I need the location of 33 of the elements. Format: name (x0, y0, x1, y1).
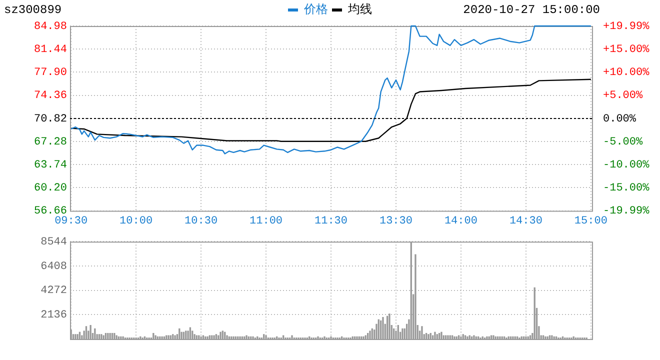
y-tick-label: 2136 (40, 310, 67, 322)
y-tick-label: 70.82 (34, 113, 67, 126)
y-tick-label: 63.74 (34, 160, 68, 172)
chart-subtitle: 2020-10-27 15:00:00 (463, 3, 600, 17)
y-tick-label: 84.98 (34, 20, 67, 33)
y-tick-label: 74.36 (34, 90, 67, 102)
legend-label: 价格 (303, 2, 328, 16)
x-tick-label: 14:00 (444, 215, 478, 228)
y-tick-label: 60.20 (34, 182, 67, 195)
y2-tick-label: +5.00% (603, 90, 644, 102)
x-tick-label: 15:00 (574, 215, 608, 228)
legend-label: 均线 (347, 2, 372, 16)
chart-title: sz300899 (4, 3, 62, 17)
y-tick-label: 8544 (40, 236, 68, 249)
y2-tick-label: +10.00% (603, 67, 650, 80)
y2-tick-label: -10.00% (603, 160, 650, 172)
x-tick-label: 09:30 (54, 215, 88, 228)
y-tick-label: 67.28 (34, 136, 67, 148)
x-tick-label: 10:30 (184, 215, 218, 228)
x-tick-label: 13:30 (379, 215, 412, 228)
y-tick-label: 4272 (40, 285, 67, 298)
x-tick-label: 11:30 (314, 215, 348, 228)
y2-tick-label: +15.00% (603, 44, 650, 56)
y2-tick-label: 0.00% (603, 113, 636, 126)
y-tick-label: 6408 (40, 260, 67, 273)
y-tick-label: 81.44 (34, 44, 68, 56)
x-tick-label: 11:00 (250, 215, 283, 228)
y2-tick-label: -15.00% (603, 182, 650, 195)
y-tick-label: 77.90 (34, 67, 67, 80)
y2-tick-label: -5.00% (603, 136, 644, 148)
x-tick-label: 14:30 (509, 215, 542, 228)
y2-tick-label: +19.99% (603, 20, 650, 33)
x-tick-label: 10:00 (120, 215, 153, 228)
